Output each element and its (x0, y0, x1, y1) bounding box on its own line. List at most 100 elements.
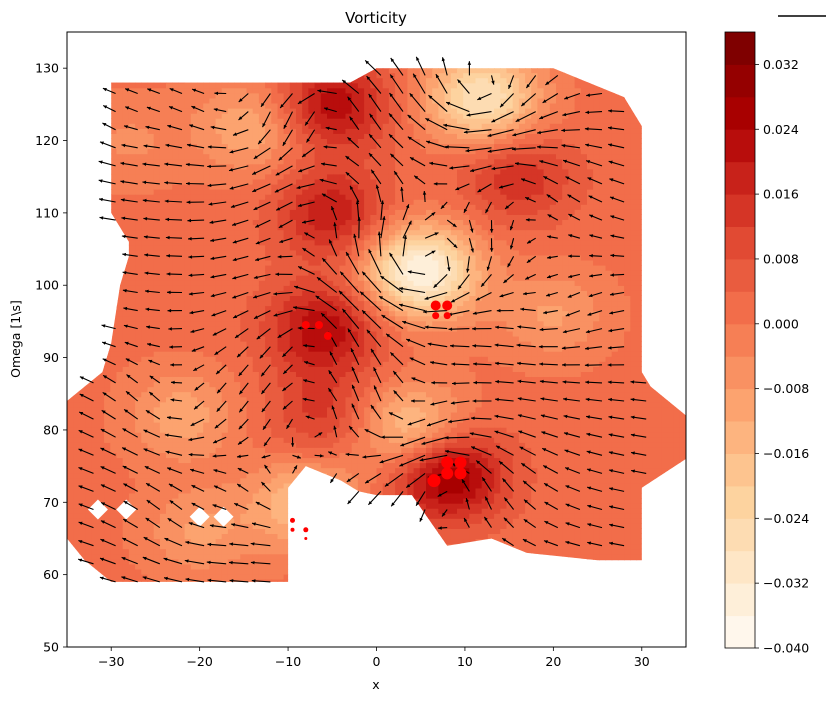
quiver-arrow (255, 237, 271, 245)
quiver-arrow (608, 328, 625, 333)
quiver-arrow (232, 237, 249, 244)
quiver-arrow (379, 454, 404, 464)
colorbar-level (725, 64, 755, 98)
colorbar-tick-label: 0.016 (763, 187, 799, 202)
quiver-arrow (468, 238, 474, 253)
quiver-arrow (388, 113, 404, 131)
quiver-arrow (405, 472, 426, 489)
quiver-arrow (333, 425, 338, 438)
quiver-arrow (587, 504, 603, 511)
quiver-arrow (399, 454, 426, 467)
quiver-arrow (608, 109, 625, 113)
quiver-arrow (380, 200, 385, 221)
quiver-arrow (540, 414, 558, 420)
quiver-arrow (232, 310, 249, 319)
quiver-arrow (251, 165, 271, 175)
quiver-arrow (142, 556, 160, 565)
domain-hole (213, 506, 234, 527)
quiver-arrow (410, 399, 426, 403)
quiver-arrow (522, 538, 536, 547)
quiver-arrow (214, 346, 227, 356)
quiver-arrow (608, 541, 625, 547)
colorbar-tick-label: −0.008 (763, 381, 809, 396)
quiver-arrow (468, 219, 474, 233)
quiver-arrow (121, 576, 138, 583)
quiver-arrow (547, 235, 558, 239)
quiver-arrow (501, 537, 514, 547)
quiver-arrow (282, 382, 293, 392)
quiver-arrow (123, 324, 138, 330)
quiver-arrow (98, 160, 116, 167)
quiver-arrow (282, 364, 293, 375)
quiver-arrow (98, 197, 116, 203)
quiver-arrow (608, 487, 625, 492)
quiver-arrow (568, 213, 581, 221)
quiver-arrow (385, 333, 404, 348)
quiver-arrow (98, 179, 116, 185)
quiver-arrow (166, 272, 183, 276)
quiver-arrow (232, 255, 249, 262)
quiver-arrow (212, 454, 227, 458)
colorbar: −0.040 −0.032 −0.024 −0.016 −0.008 0.000 0.008… (724, 31, 809, 656)
quiver-arrow (504, 201, 514, 210)
quiver-arrow (238, 93, 249, 103)
vortex-marker (443, 312, 451, 320)
quiver-arrow (539, 362, 558, 366)
quiver-arrow (78, 448, 94, 456)
quiver-arrow (449, 165, 470, 170)
colorbar-level (725, 323, 755, 357)
quiver-arrow (125, 390, 139, 402)
quiver-arrow (251, 522, 271, 529)
quiver-arrow (188, 255, 205, 259)
quiver-arrow (585, 160, 603, 167)
quiver-arrow (236, 346, 249, 358)
quiver-arrow (122, 465, 138, 474)
quiver-arrow (470, 446, 492, 456)
quiver-arrow (373, 367, 382, 384)
quiver-arrow (78, 558, 94, 565)
quiver-arrow (567, 291, 581, 298)
quiver-arrow (585, 143, 603, 149)
quiver-arrow (185, 181, 205, 186)
quiver-arrow (587, 523, 603, 529)
quiver-arrow (190, 328, 205, 333)
quiver-arrow (562, 111, 581, 117)
quiver-arrow (262, 418, 271, 431)
quiver-arrow (475, 292, 492, 301)
quiver-arrow (537, 129, 558, 135)
quiver-arrow (259, 346, 271, 359)
y-tick-label: 80 (43, 422, 59, 437)
quiver-arrow (228, 560, 249, 565)
quiver-arrow (435, 73, 448, 94)
quiver-arrow (543, 310, 558, 315)
quiver-arrow (587, 486, 603, 492)
quiver-arrow (585, 380, 603, 384)
quiver-arrow (273, 310, 293, 317)
quiver-arrow (585, 328, 603, 334)
quiver-arrow (503, 273, 514, 284)
quiver-arrow (277, 328, 293, 339)
quiver-arrow (523, 499, 537, 510)
quiver-arrow (264, 464, 271, 474)
quiver-arrow (327, 387, 338, 402)
quiver-arrow (499, 93, 514, 108)
quiver-arrow (585, 397, 603, 402)
quiver-arrow (426, 418, 448, 427)
quiver-arrow (407, 418, 426, 426)
quiver-arrow (463, 517, 470, 528)
quiver-arrow (368, 133, 382, 149)
quiver-arrow (123, 125, 138, 131)
vortex-markers (290, 300, 467, 540)
quiver-arrow (188, 273, 205, 277)
quiver-arrow (210, 273, 227, 279)
quiver-arrow (378, 295, 404, 312)
quiver-arrow (214, 91, 227, 96)
x-tick-label: 10 (457, 654, 473, 669)
quiver-arrow (426, 140, 448, 149)
quiver-arrow (120, 180, 138, 185)
quiver-arrow (207, 145, 227, 149)
quiver-arrow (561, 144, 580, 149)
quiver-arrow (78, 411, 94, 420)
quiver-arrow (609, 505, 625, 511)
quiver-arrow (484, 496, 492, 510)
